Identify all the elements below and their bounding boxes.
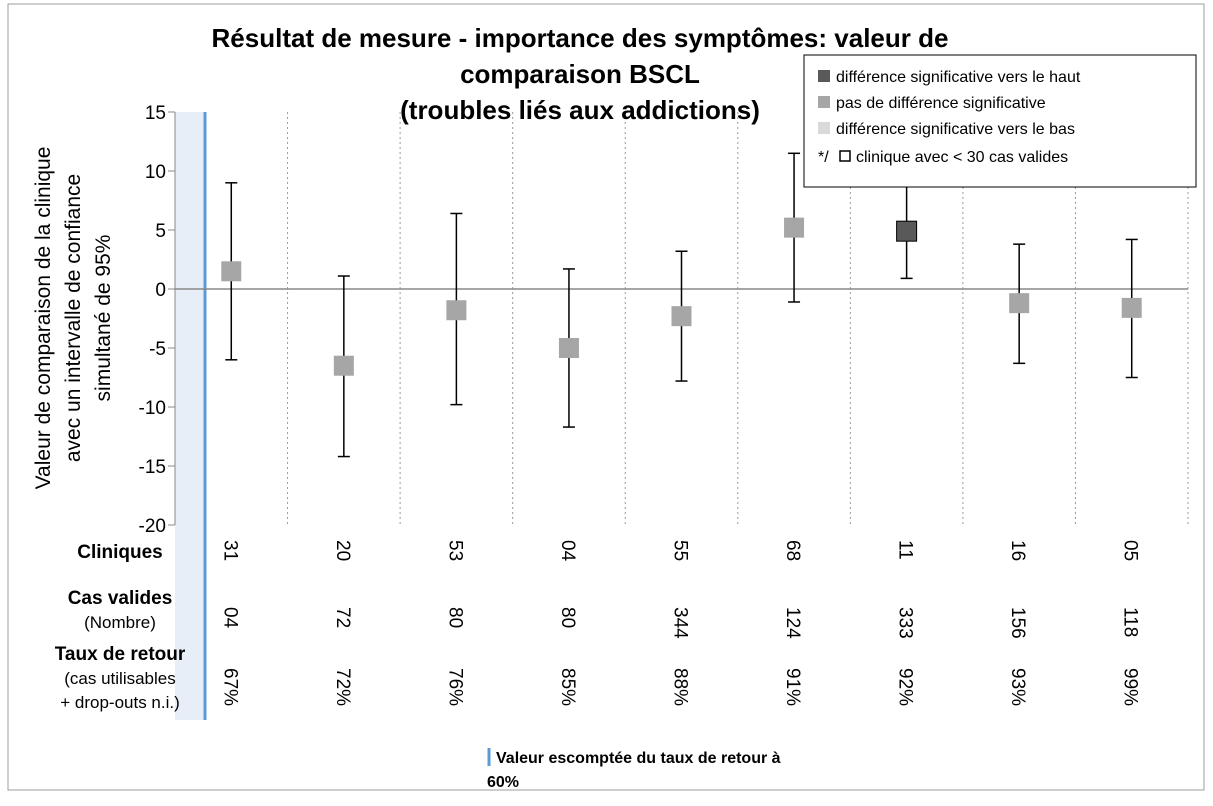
point [671, 306, 692, 327]
return-rate-value: 76% [444, 668, 465, 706]
y-axis-label: Valeur de comparaison de la clinique [32, 147, 55, 490]
legend-note-square [839, 150, 851, 162]
return-rate-value: 99% [1120, 668, 1141, 706]
return-rate-value: 85% [557, 668, 578, 706]
legend-label: différence significative vers le bas [836, 121, 1075, 138]
cases-value: 118 [1120, 607, 1141, 637]
legend-label: pas de différence significative [836, 95, 1046, 112]
cases-value: 72 [332, 607, 353, 628]
y-tick-label: -5 [149, 339, 166, 360]
cases-value: 333 [895, 607, 916, 639]
cases-value: 04 [219, 607, 240, 629]
return-rate-value: 92% [895, 668, 916, 706]
cases-value: 344 [670, 607, 691, 639]
category-label: 11 [895, 540, 916, 560]
y-axis-label: simultané de 95% [92, 235, 115, 402]
row-title: Taux de retour [55, 644, 186, 665]
row-subtitle: (Nombre) [84, 613, 156, 632]
chart-title: Résultat de mesure - importance des symp… [212, 23, 949, 53]
category-label: 04 [557, 540, 578, 562]
legend-swatch [818, 122, 830, 134]
row-title: Cas valides [68, 588, 173, 609]
return-rate-value: 67% [219, 668, 240, 706]
point [221, 261, 242, 282]
category-label: 20 [332, 540, 353, 561]
return-rate-value: 72% [332, 668, 353, 706]
y-tick-label: 0 [155, 280, 166, 301]
y-tick-label: -15 [139, 457, 166, 478]
cases-value: 124 [782, 607, 803, 639]
y-tick-label: 15 [145, 103, 166, 124]
point [558, 338, 579, 358]
return-rate-value: 91% [782, 668, 803, 706]
chart-title: (troubles liés aux addictions) [400, 95, 760, 125]
row-subtitle: + drop-outs n.i.) [60, 693, 180, 712]
category-label: 31 [219, 540, 240, 561]
expected-area [175, 112, 205, 720]
category-label: 05 [1120, 540, 1141, 561]
point [333, 355, 354, 376]
y-tick-label: -10 [139, 398, 166, 419]
legend-label: différence significative vers le haut [836, 69, 1081, 86]
footnote: Valeur escomptée du taux de retour à [496, 750, 781, 767]
row-subtitle: (cas utilisables [64, 669, 176, 688]
y-axis-label: avec un intervalle de confiance [62, 174, 85, 462]
point [1121, 297, 1142, 318]
footnote: 60% [487, 774, 519, 791]
category-label: 55 [670, 540, 691, 561]
category-label: 68 [782, 540, 803, 561]
return-rate-value: 93% [1007, 668, 1028, 706]
cases-value: 80 [557, 607, 578, 628]
point [446, 300, 467, 321]
category-label: 16 [1007, 540, 1028, 561]
y-tick-label: -20 [139, 516, 166, 537]
point [896, 220, 918, 242]
chart-title: comparaison BSCL [460, 59, 700, 89]
legend-swatch [818, 96, 830, 108]
y-tick-label: 5 [155, 221, 166, 242]
legend-note-label: clinique avec < 30 cas valides [856, 149, 1068, 166]
legend-box [803, 54, 1197, 188]
category-label: 53 [444, 540, 465, 561]
row-title: Cliniques [77, 542, 163, 563]
point [1009, 293, 1030, 314]
y-tick-label: 10 [145, 162, 166, 183]
cases-value: 156 [1007, 607, 1028, 639]
legend-swatch [818, 70, 830, 82]
point [784, 217, 805, 238]
legend-note-prefix: */ [818, 149, 829, 166]
cases-value: 80 [444, 607, 465, 628]
return-rate-value: 88% [670, 668, 691, 706]
